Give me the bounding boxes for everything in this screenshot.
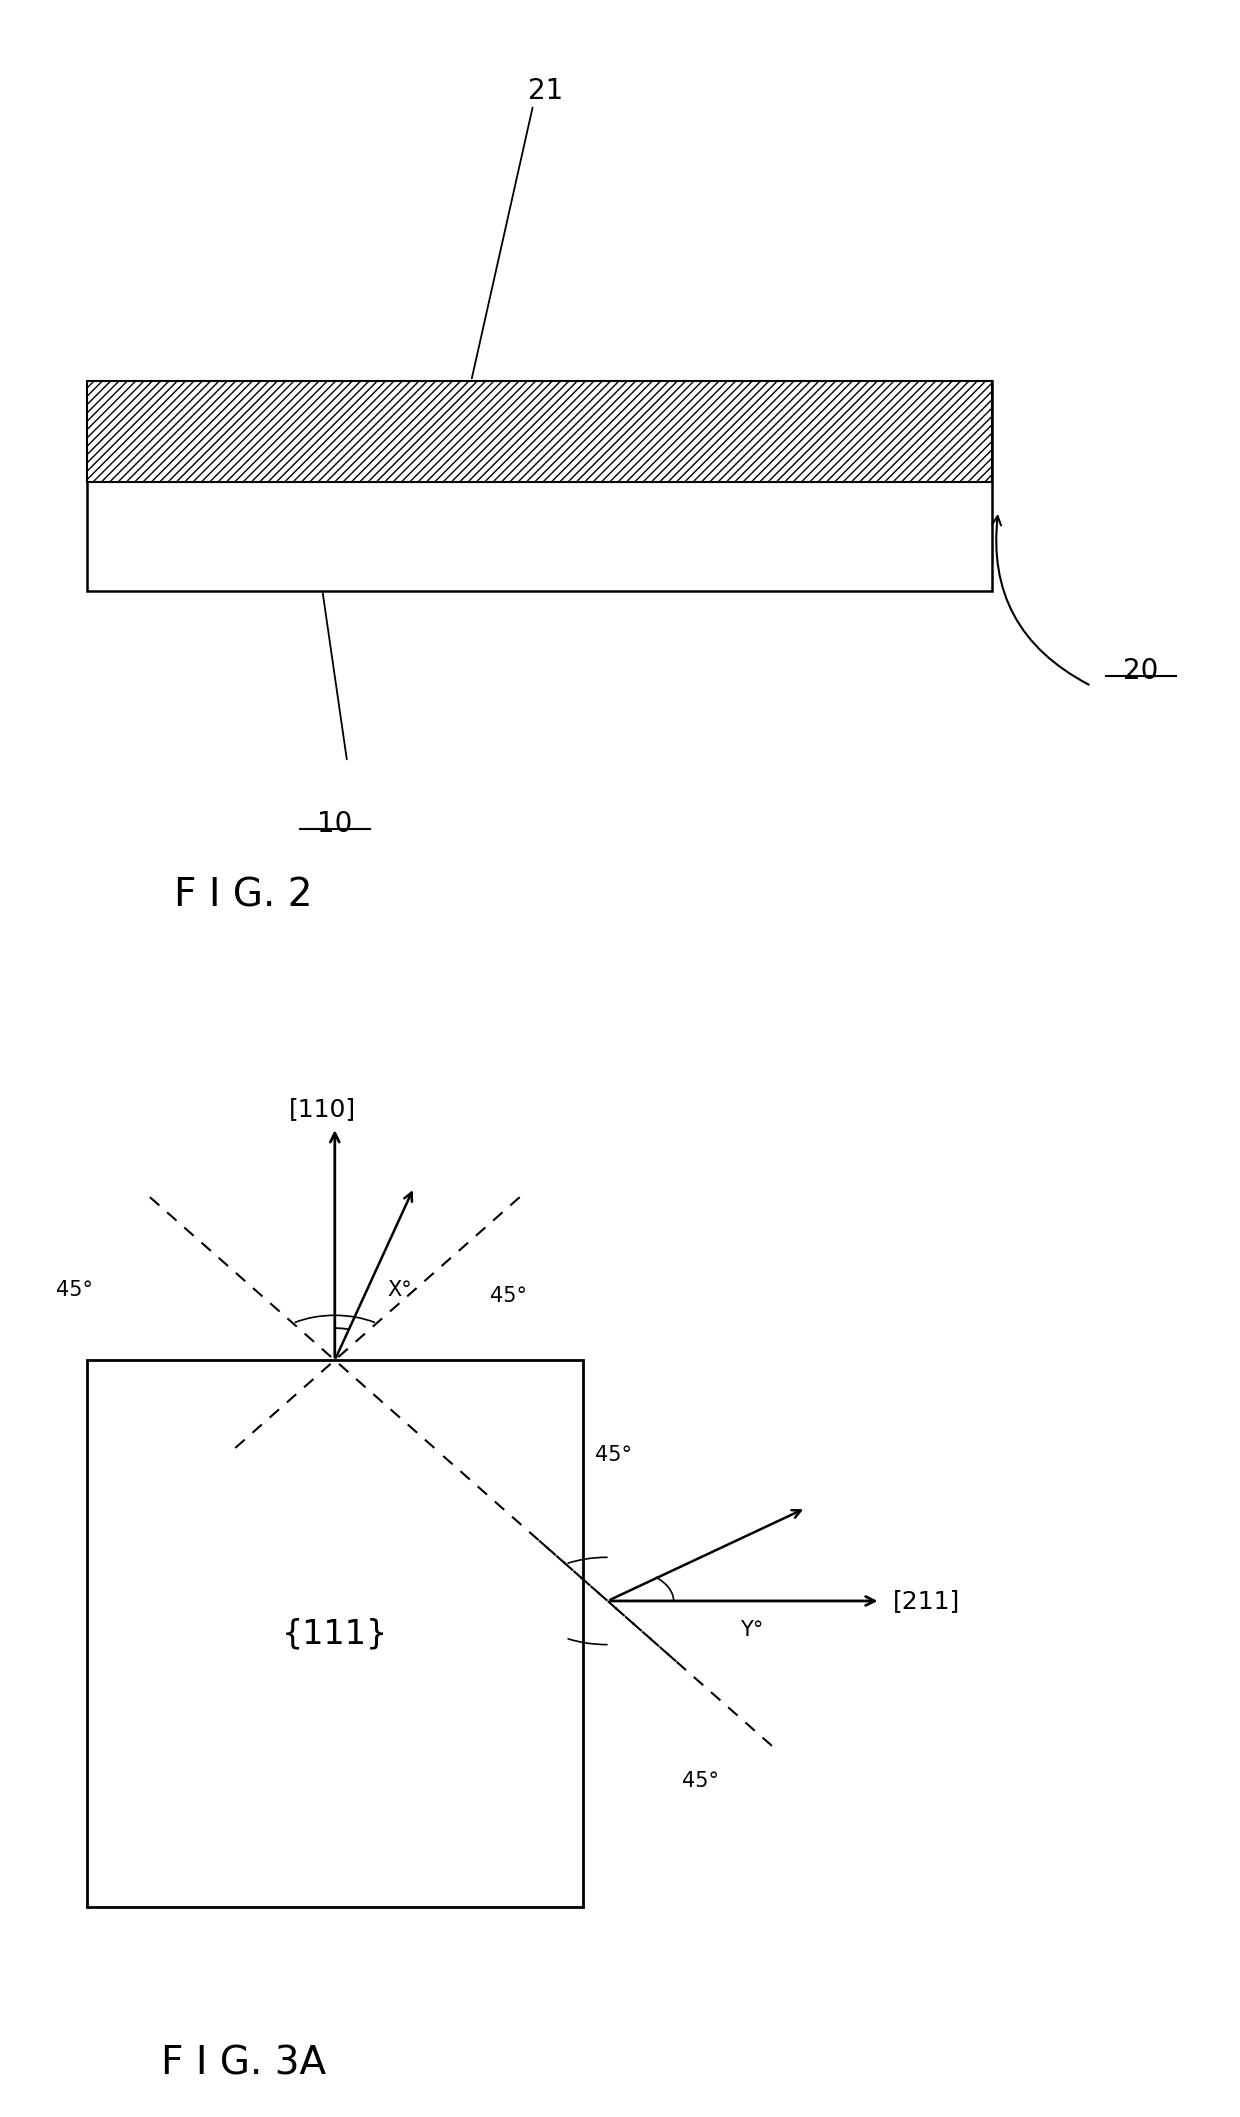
Bar xyxy=(87,381,992,591)
Text: 21: 21 xyxy=(528,76,563,104)
Text: 45°: 45° xyxy=(56,1281,93,1300)
Text: 10: 10 xyxy=(317,809,352,838)
Text: 45°: 45° xyxy=(595,1446,632,1465)
Text: [110]: [110] xyxy=(289,1097,356,1122)
Text: Y°: Y° xyxy=(739,1620,763,1641)
Bar xyxy=(87,1359,583,1907)
Text: F I G. 3A: F I G. 3A xyxy=(161,2045,326,2083)
Text: F I G. 2: F I G. 2 xyxy=(174,876,312,915)
Bar xyxy=(87,381,992,483)
Text: 45°: 45° xyxy=(490,1287,527,1306)
Text: 45°: 45° xyxy=(682,1772,719,1791)
Text: X°: X° xyxy=(388,1281,413,1300)
Text: {111}: {111} xyxy=(281,1617,388,1651)
Text: 20: 20 xyxy=(1123,656,1158,686)
Text: [211]: [211] xyxy=(893,1590,960,1613)
